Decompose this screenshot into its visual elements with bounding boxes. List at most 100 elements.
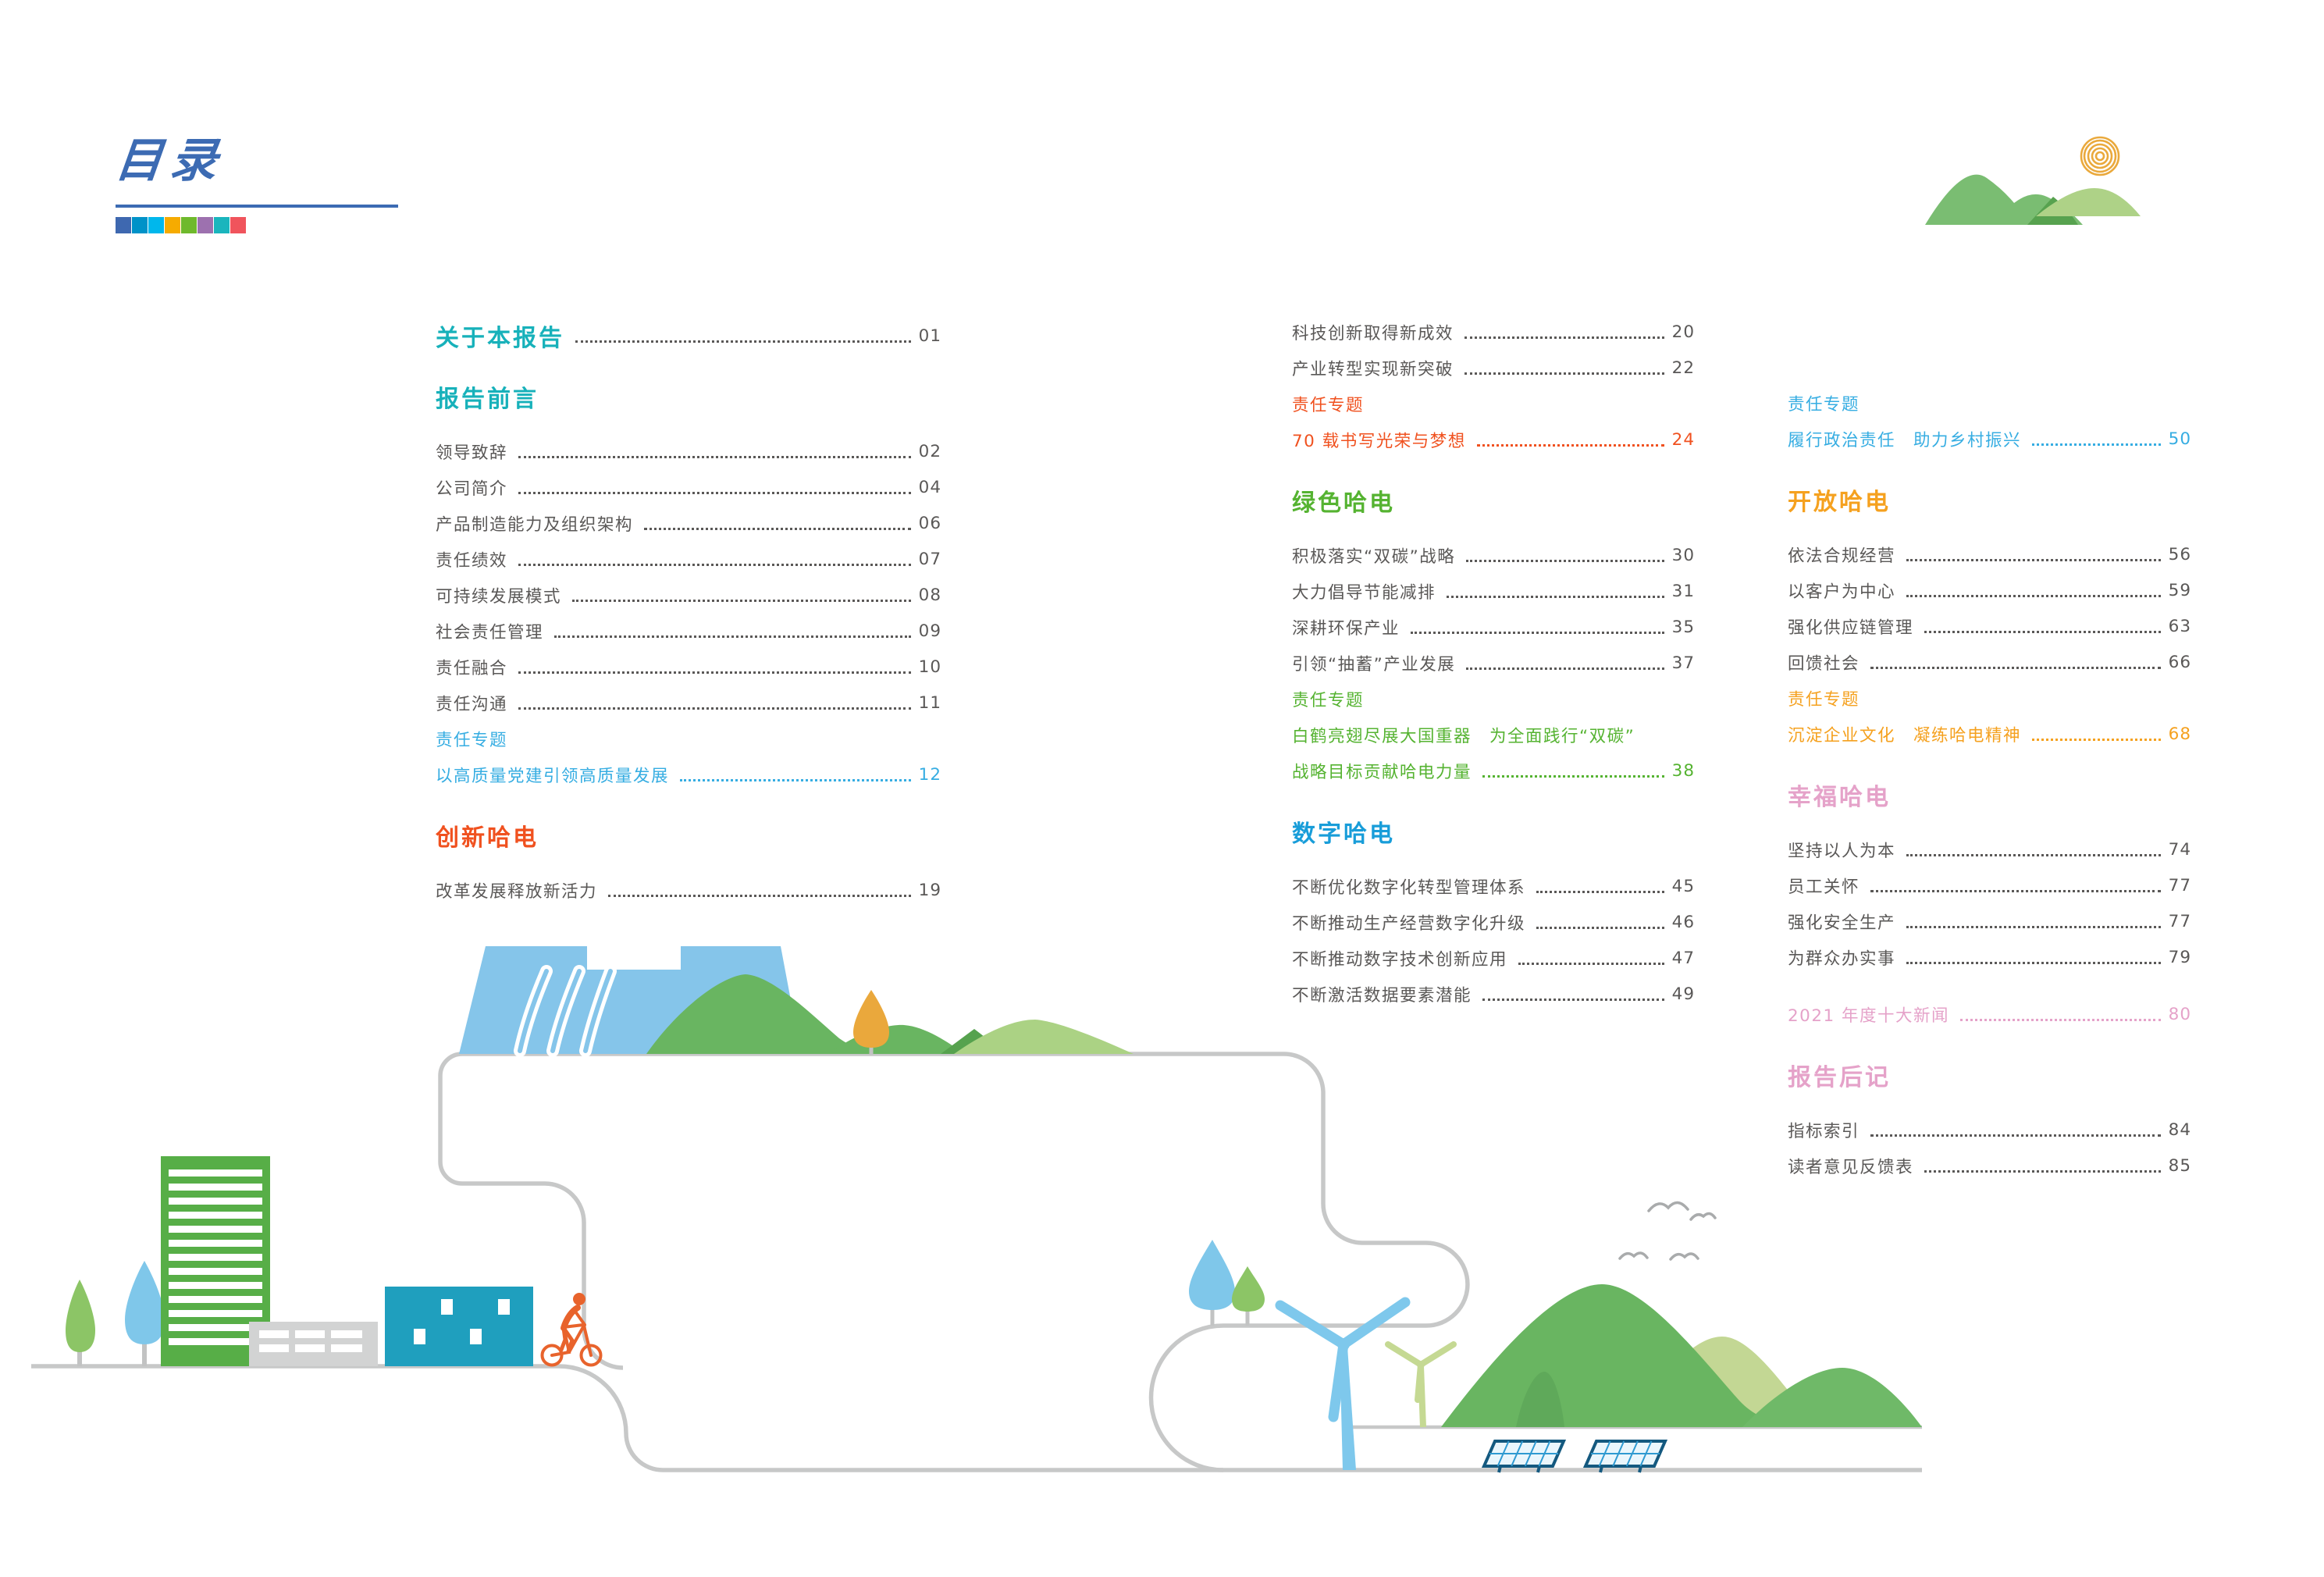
toc-entry[interactable]: 产品制造能力及组织架构 06 [436,505,941,541]
dotted-leader [680,778,911,781]
toc-entry[interactable]: 责任沟通 11 [436,685,941,721]
toc-entry[interactable]: 责任融合 10 [436,649,941,685]
dotted-leader [1482,998,1664,1001]
dotted-leader [1906,925,2161,928]
toc-entry[interactable]: 以高质量党建引领高质量发展 12 [436,756,941,792]
toc-entry-page: 74 [2168,839,2191,860]
toc-entry[interactable]: 员工关怀 77 [1788,867,2191,903]
toc-entry-page: 06 [918,513,941,533]
toc-entry[interactable]: 战略目标贡献哈电力量 38 [1292,753,1695,788]
toc-entry-page: 49 [1671,984,1695,1004]
toc-entry[interactable]: 科技创新取得新成效 20 [1292,314,1695,350]
dotted-leader [1960,1018,2161,1021]
toc-entry[interactable]: 绿色哈电 [1292,482,1695,518]
title-block: 目录 [112,133,398,233]
dotted-leader [608,894,911,897]
toc-entry-label: 深耕环保产业 [1292,618,1400,639]
toc-entry[interactable]: 不断激活数据要素潜能 49 [1292,976,1695,1012]
toc-entry[interactable]: 报告后记 [1788,1057,2191,1093]
dotted-leader [1476,443,1664,447]
toc-entry-page: 56 [2168,544,2191,564]
toc-entry[interactable]: 坚持以人为本 74 [1788,831,2191,867]
toc-entry[interactable]: 改革发展释放新活力 19 [436,872,941,908]
toc-entry-label: 读者意见反馈表 [1788,1157,1914,1177]
toc-entry-label: 绿色哈电 [1292,489,1395,517]
toc-entry[interactable]: 强化供应链管理 63 [1788,608,2191,644]
color-square [198,217,213,233]
toc-entry[interactable]: 指标索引 84 [1788,1112,2191,1148]
toc-entry[interactable]: 履行政治责任 助力乡村振兴 50 [1788,421,2191,457]
dotted-leader [2032,738,2161,741]
toc-entry-label: 责任专题 [1788,689,1860,710]
toc-entry[interactable]: 公司简介 04 [436,469,941,505]
toc-entry-label: 可持续发展模式 [436,586,562,607]
toc-entry-label: 责任绩效 [436,550,508,571]
wind-turbine-icon [1275,1297,1411,1470]
dotted-leader [1906,961,2161,964]
toc-entry-label: 战略目标贡献哈电力量 [1292,762,1472,782]
dotted-leader [1482,774,1664,778]
toc-entry-label: 社会责任管理 [436,622,544,643]
toc-entry[interactable]: 不断推动数字技术创新应用 47 [1292,940,1695,976]
toc-entry[interactable]: 依法合规经营 56 [1788,536,2191,572]
toc-entry[interactable]: 可持续发展模式 08 [436,577,941,613]
toc-entry[interactable]: 责任专题 [436,721,941,756]
dotted-leader [1870,1134,2161,1137]
toc-entry[interactable]: 读者意见反馈表 85 [1788,1148,2191,1184]
toc-entry-label: 报告后记 [1788,1064,1891,1091]
toc-entry[interactable]: 以客户为中心 59 [1788,572,2191,608]
toc-entry[interactable]: 大力倡导节能减排 31 [1292,573,1695,609]
mountains-sun-icon [1925,136,2141,225]
toc-entry-label: 依法合规经营 [1788,546,1896,566]
toc-entry[interactable]: 沉淀企业文化 凝练哈电精神 68 [1788,716,2191,752]
toc-entry[interactable]: 责任绩效 07 [436,541,941,577]
toc-entry[interactable]: 为群众办实事 79 [1788,939,2191,975]
toc-entry[interactable]: 2021 年度十大新闻 80 [1788,996,2191,1032]
toc-entry-label: 不断优化数字化转型管理体系 [1292,877,1526,898]
toc-entry[interactable]: 报告前言 [436,379,941,415]
toc-entry-label: 沉淀企业文化 凝练哈电精神 [1788,725,2022,746]
dotted-leader [518,707,911,710]
toc-entry[interactable]: 引领“抽蓄”产业发展 37 [1292,645,1695,681]
toc-entry-page: 19 [918,880,941,900]
toc-entry[interactable]: 不断优化数字化转型管理体系 45 [1292,868,1695,904]
toc-entry-label: 员工关怀 [1788,877,1860,897]
toc-entry[interactable]: 深耕环保产业 35 [1292,609,1695,645]
toc-entry[interactable]: 社会责任管理 09 [436,613,941,649]
toc-entry-label: 创新哈电 [436,824,539,852]
toc-entry[interactable]: 回馈社会 66 [1788,644,2191,680]
toc-entry[interactable]: 开放哈电 [1788,482,2191,518]
toc-entry[interactable]: 积极落实“双碳”战略 30 [1292,537,1695,573]
toc-entry[interactable]: 70 载书写光荣与梦想 24 [1292,422,1695,457]
toc-entry[interactable]: 责任专题 [1788,385,2191,421]
toc-entry[interactable]: 产业转型实现新突破 22 [1292,350,1695,386]
toc-column-right: 责任专题 履行政治责任 助力乡村振兴 50 开放哈电 依法合规经营 56 以客户为中心 59 强… [1788,385,2191,1184]
toc-entry-page: 09 [918,621,941,641]
toc-entry-page: 01 [918,326,941,346]
toc-entry[interactable]: 强化安全生产 77 [1788,903,2191,939]
toc-entry-label: 责任融合 [436,658,508,678]
dotted-leader [1870,666,2161,669]
waterfall-icon [514,965,617,1057]
toc-entry[interactable]: 关于本报告 01 [436,318,941,354]
toc-entry-label: 责任专题 [436,730,508,750]
toc-entry-label: 开放哈电 [1788,489,1891,516]
toc-entry[interactable]: 幸福哈电 [1788,777,2191,813]
toc-entry[interactable]: 不断推动生产经营数字化升级 46 [1292,904,1695,940]
toc-entry[interactable]: 责任专题 [1788,680,2191,716]
toc-entry[interactable]: 数字哈电 [1292,813,1695,849]
toc-entry[interactable]: 白鹤亮翅尽展大国重器 为全面践行“双碳” [1292,717,1695,753]
mountain-icon [1441,1284,1922,1427]
toc-entry[interactable]: 创新哈电 [436,817,941,853]
toc-entry[interactable]: 责任专题 [1292,386,1695,422]
birds-icon [1618,1201,1717,1261]
toc-entry[interactable]: 领导致辞 02 [436,433,941,469]
toc-entry-page: 66 [2168,652,2191,672]
dotted-leader [1536,926,1664,929]
title-underline [116,205,398,208]
toc-entry-page: 22 [1671,358,1695,378]
toc-entry[interactable]: 责任专题 [1292,681,1695,717]
toc-entry-page: 68 [2168,724,2191,744]
tree-icon [66,1261,165,1366]
toc-entry-label: 报告前言 [436,386,539,413]
